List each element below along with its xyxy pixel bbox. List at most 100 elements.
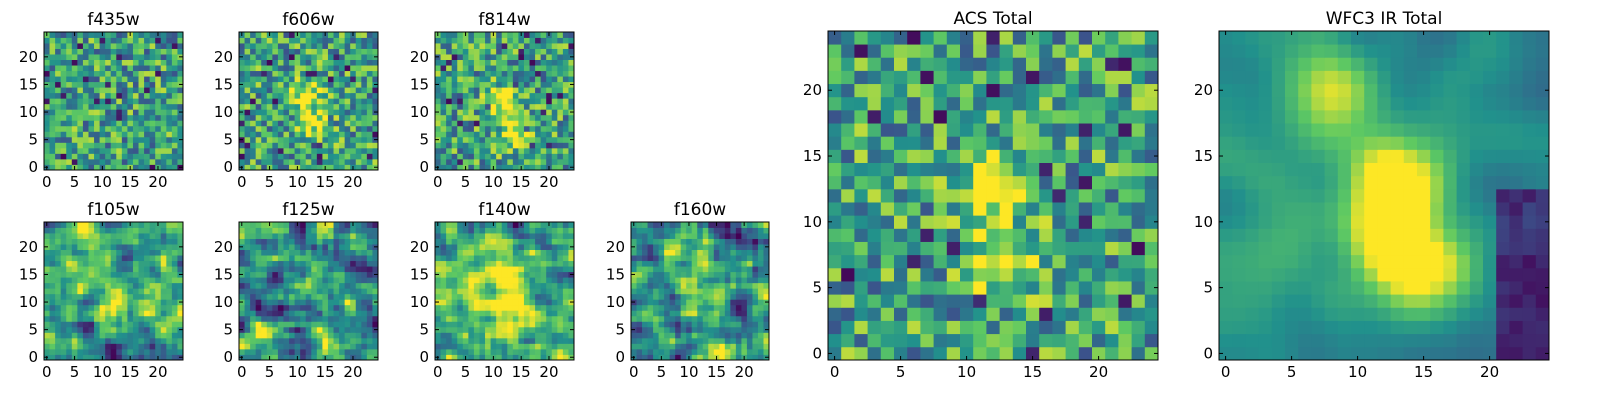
heatmap-cell xyxy=(490,288,497,295)
heatmap-cell xyxy=(675,266,682,273)
heatmap-cell xyxy=(277,92,284,99)
heatmap-cell xyxy=(1012,241,1027,256)
heatmap-cell xyxy=(697,299,704,306)
heatmap-cell xyxy=(88,120,95,127)
heatmap-cell xyxy=(669,233,676,239)
heatmap-cell xyxy=(82,92,89,99)
heatmap-cell xyxy=(121,293,128,300)
x-tick-label: 15 xyxy=(121,363,140,381)
heatmap-cell xyxy=(160,54,167,60)
heatmap-cell xyxy=(250,125,257,132)
heatmap-cell xyxy=(66,255,73,262)
heatmap-cell xyxy=(507,70,514,77)
heatmap-cell xyxy=(496,70,503,77)
heatmap-cell xyxy=(94,109,100,116)
heatmap-cell xyxy=(462,43,469,49)
heatmap-cell xyxy=(724,326,731,333)
heatmap-cell xyxy=(523,125,530,132)
heatmap-cell xyxy=(636,354,643,361)
heatmap-cell xyxy=(446,255,453,262)
heatmap-cell xyxy=(894,241,908,256)
heatmap-cell xyxy=(636,321,643,328)
heatmap-cell xyxy=(244,304,251,311)
heatmap-cell xyxy=(105,87,112,94)
heatmap-cell xyxy=(658,304,665,311)
heatmap-cell xyxy=(300,32,307,38)
heatmap-cell xyxy=(77,98,84,105)
heatmap-cell xyxy=(250,260,257,267)
heatmap-cell xyxy=(540,288,547,295)
heatmap-cell xyxy=(250,131,257,138)
heatmap-cell xyxy=(675,227,682,234)
heatmap-cell xyxy=(529,76,536,83)
heatmap-cell xyxy=(305,136,312,143)
heatmap-cell xyxy=(546,109,553,116)
heatmap-cell xyxy=(289,54,295,60)
heatmap-cell xyxy=(435,76,441,83)
x-tick-label: 20 xyxy=(539,363,558,381)
heatmap-cell xyxy=(457,332,464,339)
heatmap-cell xyxy=(568,227,575,234)
heatmap-cell xyxy=(440,222,447,228)
heatmap-cell xyxy=(512,354,519,361)
y-tick-label: 0 xyxy=(223,158,233,176)
heatmap-cell xyxy=(1105,254,1119,269)
heatmap-cell xyxy=(546,238,553,245)
heatmap-cell xyxy=(457,48,464,55)
heatmap-cell xyxy=(473,337,480,344)
heatmap-cell xyxy=(116,321,123,328)
heatmap-cell xyxy=(66,37,73,44)
heatmap-cell xyxy=(311,282,318,289)
heatmap-cell xyxy=(658,271,665,278)
heatmap-cell xyxy=(540,326,547,333)
heatmap-cell xyxy=(49,131,56,138)
heatmap-cell xyxy=(171,337,178,344)
heatmap-cell xyxy=(446,238,453,245)
heatmap-cell xyxy=(138,87,145,94)
heatmap-cell xyxy=(540,142,547,149)
heatmap-cell xyxy=(501,103,508,110)
heatmap-cell xyxy=(316,81,323,88)
heatmap-cell xyxy=(854,294,868,308)
heatmap-cell xyxy=(713,348,720,355)
heatmap-cell xyxy=(66,343,73,350)
heatmap-cell xyxy=(523,222,530,228)
heatmap-cell xyxy=(702,222,709,228)
heatmap-cell xyxy=(333,32,340,38)
heatmap-cell xyxy=(485,164,491,171)
heatmap-cell xyxy=(713,266,720,273)
heatmap-cell xyxy=(1052,188,1066,203)
heatmap-cell xyxy=(261,260,268,267)
heatmap-cell xyxy=(557,54,564,60)
heatmap-cell xyxy=(468,131,475,138)
heatmap-cell xyxy=(462,343,469,350)
heatmap-cell xyxy=(177,293,184,300)
heatmap-cell xyxy=(333,277,340,284)
heatmap-cell xyxy=(116,255,123,262)
heatmap-cell xyxy=(568,260,575,267)
heatmap-cell xyxy=(658,266,665,273)
y-tick-label: 0 xyxy=(28,158,38,176)
heatmap-cell xyxy=(557,76,564,83)
heatmap-cell xyxy=(283,277,290,284)
heatmap-cell xyxy=(138,227,145,234)
heatmap-cell xyxy=(546,142,553,149)
heatmap-cell xyxy=(44,158,50,165)
heatmap-cell xyxy=(171,326,178,333)
heatmap-cell xyxy=(529,81,536,88)
heatmap-cell xyxy=(562,92,569,99)
heatmap-cell xyxy=(144,227,151,234)
heatmap-cell xyxy=(473,70,480,77)
heatmap-cell xyxy=(501,131,508,138)
heatmap-cell xyxy=(71,348,78,355)
heatmap-cell xyxy=(49,315,56,322)
heatmap-cell xyxy=(735,354,742,361)
heatmap-cell xyxy=(110,164,117,171)
heatmap-cell xyxy=(562,81,569,88)
heatmap-cell xyxy=(529,92,536,99)
heatmap-cell xyxy=(244,227,251,234)
heatmap-cell xyxy=(94,76,100,83)
heatmap-cell xyxy=(160,131,167,138)
heatmap-cell xyxy=(272,37,279,44)
heatmap-cell xyxy=(71,332,78,339)
